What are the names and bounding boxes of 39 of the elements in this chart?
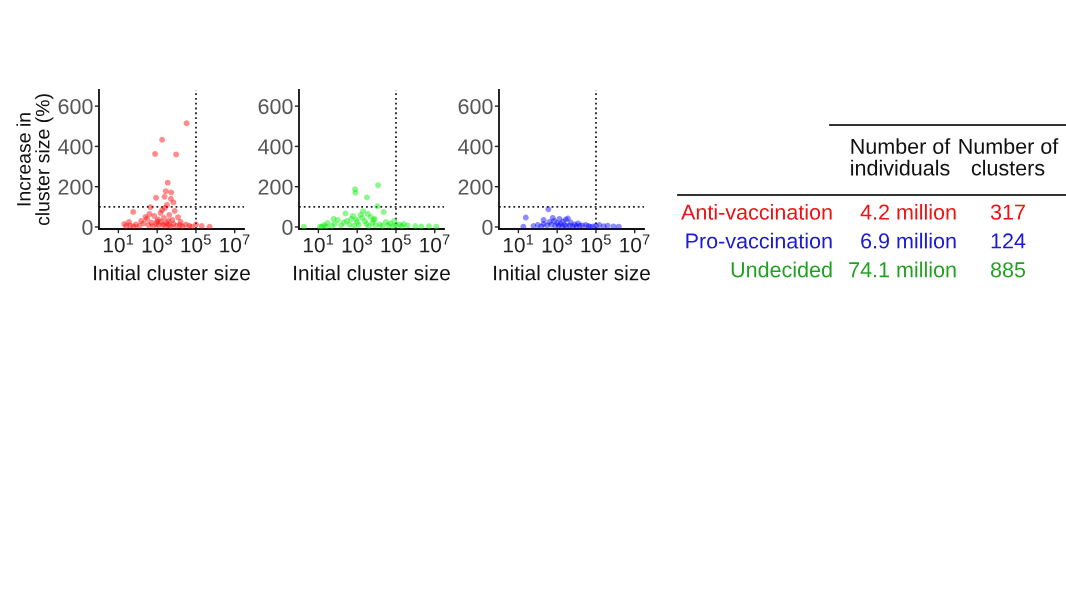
y-tick-label: 600 [458,98,493,115]
x-axis-title: Initial cluster size [494,265,650,281]
x-axis-title: Initial cluster size [294,265,450,281]
x-tick-label: 10$^{7}$ [220,234,250,253]
y-tick-label: 400 [58,139,93,155]
x-tick-label: 10$^{5}$ [181,234,211,253]
x-tick-label: 10$^{7}$ [620,234,650,253]
y-tick-label: 0 [482,219,493,235]
x-tick-label: 10$^{3}$ [342,234,372,253]
category-label: Undecided [731,261,832,278]
y-tick-label: 200 [458,179,493,195]
category-label: Anti-vaccination [681,203,832,220]
x-tick-label: 10$^{7}$ [420,234,450,253]
x-tick-label: 10$^{5}$ [381,234,411,253]
x-tick-label: 10$^{3}$ [142,234,172,253]
data-label: 124 [991,233,1026,249]
data-label: 4.2 million [860,203,956,220]
y-tick-label: 400 [458,139,493,155]
data-label: 6.9 million [861,232,956,249]
y-tick-label: 600 [258,98,293,115]
y-tick-label: 200 [258,179,293,195]
y-tick-label: 0 [82,219,93,235]
y-axis-title: Increase in cluster size (%) [16,94,54,226]
x-tick-label: 10$^{3}$ [542,234,572,253]
x-axis-title: Initial cluster size [94,265,250,281]
data-label: 74.1 million [849,261,956,278]
x-tick-label: 10$^{1}$ [103,234,134,253]
x-tick-label: 10$^{1}$ [503,234,534,253]
category-label: Pro-vaccination [686,232,832,249]
y-tick-label: 600 [58,98,93,115]
data-label: 317 [990,204,1025,220]
y-tick-label: 0 [282,219,293,235]
text: Number of individuals [851,138,951,176]
data-label: 885 [990,262,1026,278]
x-tick-label: 10$^{1}$ [303,234,334,253]
x-tick-label: 10$^{5}$ [581,234,611,253]
text: Number of clusters [959,138,1059,176]
y-tick-label: 400 [258,139,293,155]
y-tick-label: 200 [58,179,93,195]
